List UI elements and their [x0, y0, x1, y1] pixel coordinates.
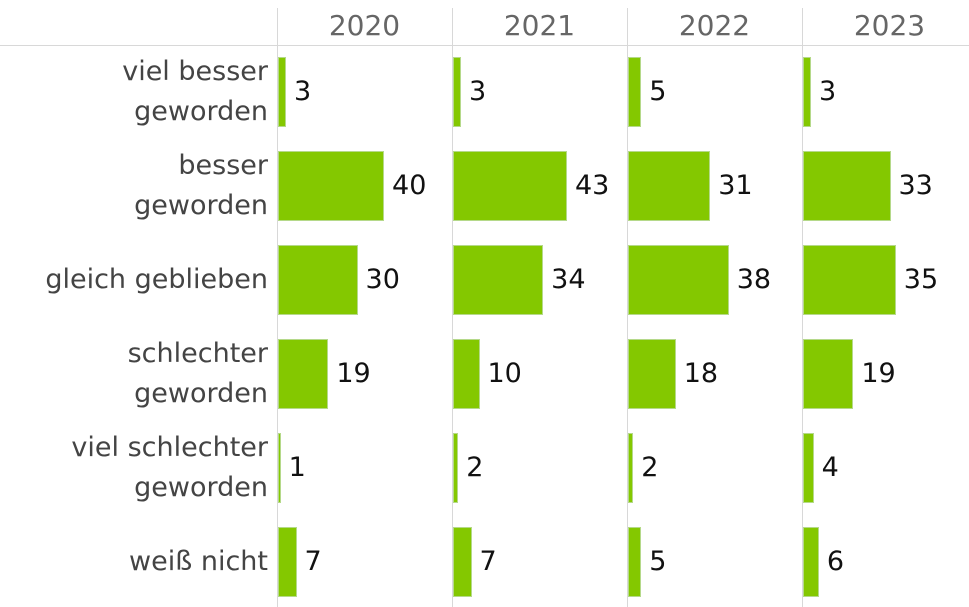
bar	[628, 245, 729, 315]
value-label: 38	[736, 264, 772, 295]
panel-title: 2022	[678, 9, 751, 42]
bar	[453, 339, 480, 409]
bar	[628, 57, 642, 127]
bar	[628, 527, 642, 597]
bar	[278, 433, 281, 503]
value-label: 40	[392, 170, 427, 201]
panel-divider	[802, 8, 803, 607]
header-rule	[0, 45, 969, 46]
panel-divider	[627, 8, 628, 607]
category-label: gleich geblieben	[45, 264, 268, 295]
value-label: 35	[903, 264, 939, 295]
value-label: 34	[551, 264, 586, 295]
value-label: 1	[288, 452, 306, 483]
value-label: 33	[898, 170, 933, 201]
bar	[278, 339, 329, 409]
value-label: 30	[365, 264, 400, 295]
bar	[803, 245, 896, 315]
value-label: 5	[649, 76, 667, 107]
bar	[453, 57, 461, 127]
value-label: 19	[336, 358, 371, 389]
value-label: 7	[304, 546, 322, 577]
value-label: 5	[649, 546, 667, 577]
bar	[278, 57, 286, 127]
value-label: 31	[718, 170, 753, 201]
panel-title: 2020	[328, 9, 401, 42]
bar	[803, 151, 891, 221]
bar	[803, 57, 811, 127]
value-label: 18	[683, 358, 719, 389]
category-label: schlechter geworden	[127, 338, 268, 409]
value-label: 43	[575, 170, 610, 201]
value-label: 6	[826, 546, 845, 577]
bar	[803, 433, 814, 503]
category-label: viel besser geworden	[122, 56, 268, 127]
category-label: weiß nicht	[129, 546, 268, 577]
bar	[278, 151, 385, 221]
bar	[628, 339, 676, 409]
value-label: 4	[821, 452, 839, 483]
category-label: viel schlechter geworden	[71, 432, 268, 503]
bar	[803, 527, 819, 597]
bar	[278, 245, 358, 315]
value-label: 19	[861, 358, 896, 389]
panel-divider	[452, 8, 453, 607]
bar	[628, 433, 634, 503]
value-label: 7	[479, 546, 497, 577]
panel-title: 2023	[853, 9, 926, 42]
panel-title: 2021	[503, 9, 576, 42]
bar	[453, 433, 459, 503]
bar	[453, 245, 544, 315]
value-label: 3	[818, 76, 837, 107]
bar	[453, 527, 472, 597]
bar	[453, 151, 567, 221]
panel-divider	[277, 8, 278, 607]
bar	[278, 527, 297, 597]
bar	[803, 339, 854, 409]
category-label: besser geworden	[134, 150, 268, 221]
value-label: 10	[487, 358, 522, 389]
value-label: 3	[293, 76, 312, 107]
value-label: 2	[641, 452, 659, 483]
value-label: 2	[466, 452, 484, 483]
bar	[628, 151, 711, 221]
value-label: 3	[468, 76, 487, 107]
